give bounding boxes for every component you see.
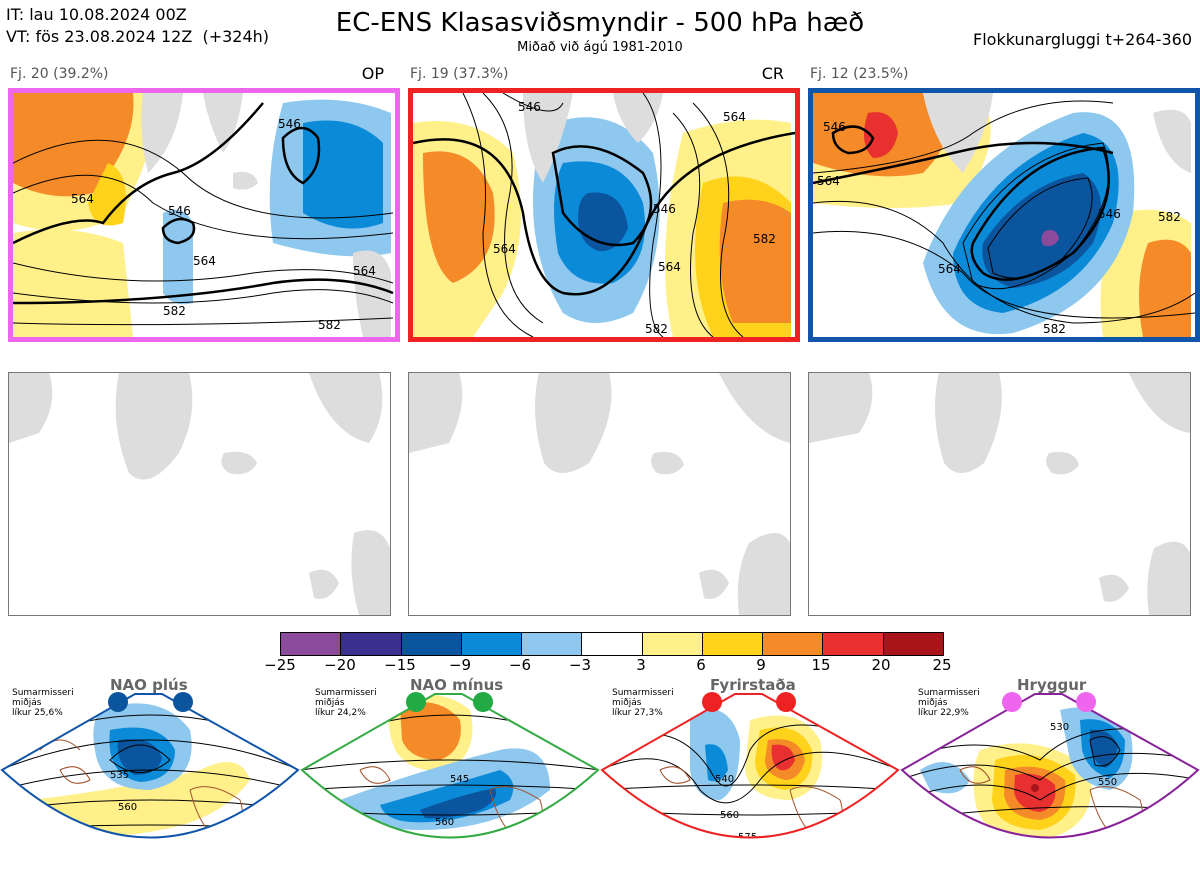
colorbar-swatch	[341, 633, 402, 655]
regime-3-marker	[776, 692, 796, 712]
regime-2-contour-label: 560	[435, 817, 454, 828]
colorbar-swatch	[702, 633, 764, 655]
colorbar-tick: 25	[932, 656, 952, 674]
empty-map-2	[408, 372, 791, 616]
regime-2-map: 545 560 575	[300, 692, 600, 863]
regime-1-map: 535 560	[0, 692, 300, 839]
regime-3-contour-label: 560	[720, 810, 739, 821]
regime-4-map: 530 550 575	[900, 692, 1200, 851]
empty-map-3-svg	[809, 373, 1190, 615]
cluster-3-contour-label: 564	[817, 174, 840, 188]
regime-4-name: Hryggur	[1017, 676, 1087, 694]
regime-2-marker	[406, 692, 426, 712]
cluster-1-contour-label: 564	[353, 264, 376, 278]
empty-map-2-svg	[409, 373, 790, 615]
cluster-2-contour-label: 582	[753, 232, 776, 246]
colorbar-swatch	[461, 633, 523, 655]
cluster-2-map: 546 564 546 564 564 582 582	[408, 88, 800, 342]
colorbar-tick: −25	[264, 656, 296, 674]
colorbar-swatch	[823, 633, 884, 655]
empty-map-3	[808, 372, 1191, 616]
regime-2-contour-label: 545	[450, 774, 469, 785]
cluster-1-contour-label: 582	[318, 318, 341, 332]
colorbar-swatch	[522, 633, 583, 655]
cluster-1-map: 564 546 546 564 564 582 582	[8, 88, 400, 342]
cluster-3-label: Fj. 12 (23.5%)	[810, 66, 909, 82]
regime-3-note: Sumarmisseri miðjás líkur 27,3%	[612, 688, 674, 718]
regime-1-contour-label: 560	[118, 802, 137, 813]
valid-time: VT: fös 23.08.2024 12Z (+324h)	[6, 27, 270, 46]
regime-4-note: Sumarmisseri miðjás líkur 22,9%	[918, 688, 980, 718]
colorbar-tick: −3	[568, 656, 592, 674]
cluster-2-code: CR	[761, 64, 784, 83]
regime-3-contour-label: 575	[738, 832, 757, 843]
cluster-1-label: Fj. 20 (39.2%)	[10, 66, 109, 82]
cluster-2-contour-label: 546	[653, 202, 676, 216]
cluster-1-svg: 564 546 546 564 564 582 582	[13, 93, 395, 337]
regime-2-note: Sumarmisseri miðjás líkur 24,2%	[315, 688, 377, 718]
regime-3-contour-label: 540	[715, 774, 734, 785]
colorbar-tick: 20	[871, 656, 891, 674]
colorbar-swatch	[642, 633, 703, 655]
colorbar	[280, 632, 944, 656]
cluster-1-contour-label: 582	[163, 304, 186, 318]
colorbar-swatch	[582, 633, 643, 655]
empty-map-1-svg	[9, 373, 390, 615]
header-times: IT: lau 10.08.2024 00Z VT: fös 23.08.2024…	[6, 4, 269, 48]
cluster-2-contour-label: 564	[723, 110, 746, 124]
initial-time: IT: lau 10.08.2024 00Z	[6, 5, 187, 24]
cluster-3-contour-label: 546	[823, 120, 846, 134]
regime-1-contour-label: 535	[110, 770, 129, 781]
regime-4-contour-label: 550	[1098, 777, 1117, 788]
cluster-2-svg: 546 564 546 564 564 582 582	[413, 93, 795, 337]
regime-2-name: NAO mínus	[410, 676, 504, 694]
page-subtitle: Miðað við ágú 1981-2010	[517, 40, 683, 55]
cluster-2-contour-label: 582	[645, 322, 668, 336]
regime-3-marker	[702, 692, 722, 712]
cluster-3-contour-label: 582	[1043, 322, 1066, 336]
regime-1-note: Sumarmisseri miðjás líkur 25,6%	[12, 688, 74, 718]
cluster-1-code: OP	[361, 64, 384, 83]
regime-2-marker	[473, 692, 493, 712]
regime-4-marker	[1076, 692, 1096, 712]
colorbar-tick: 15	[811, 656, 831, 674]
regime-3-map: 540 560 575	[600, 692, 900, 843]
cluster-1-contour-label: 564	[71, 192, 94, 206]
colorbar-tick: −15	[384, 656, 416, 674]
cluster-1-contour-label: 546	[168, 204, 191, 218]
empty-map-1	[8, 372, 391, 616]
classification-window: Flokkunargluggi t+264-360	[973, 30, 1192, 49]
cluster-1-contour-label: 546	[278, 117, 301, 131]
colorbar-tick: −9	[448, 656, 472, 674]
regime-4-contour-label: 575	[1090, 840, 1109, 851]
cluster-3-contour-label: 546	[1098, 207, 1121, 221]
cluster-3-map: 546 564 546 564 582 582	[808, 88, 1200, 342]
regime-4-marker	[1002, 692, 1022, 712]
colorbar-tick: −6	[508, 656, 532, 674]
colorbar-tick: 9	[756, 656, 766, 674]
cluster-2-contour-label: 564	[658, 260, 681, 274]
regime-1-marker	[108, 692, 128, 712]
regime-4-contour-label: 530	[1050, 722, 1069, 733]
colorbar-swatch	[401, 633, 462, 655]
cluster-2-contour-label: 546	[518, 100, 541, 114]
colorbar-tick: −20	[324, 656, 356, 674]
colorbar-swatch	[281, 633, 342, 655]
regime-2-contour-label: 575	[445, 852, 464, 863]
colorbar-swatch	[883, 633, 943, 655]
cluster-3-svg: 546 564 546 564 582 582	[813, 93, 1195, 337]
colorbar-tick: 6	[696, 656, 706, 674]
cluster-2-contour-label: 564	[493, 242, 516, 256]
regime-1-name: NAO plús	[110, 676, 188, 694]
cluster-3-contour-label: 564	[938, 262, 961, 276]
cluster-2-label: Fj. 19 (37.3%)	[410, 66, 509, 82]
colorbar-tick: 3	[636, 656, 646, 674]
cluster-3-contour-label: 582	[1158, 210, 1181, 224]
colorbar-swatch	[763, 633, 824, 655]
page-title: EC-ENS Klasasviðsmyndir - 500 hPa hæð	[335, 8, 865, 38]
cluster-1-contour-label: 564	[193, 254, 216, 268]
regime-3-name: Fyrirstaða	[710, 676, 796, 694]
regime-1-marker	[173, 692, 193, 712]
